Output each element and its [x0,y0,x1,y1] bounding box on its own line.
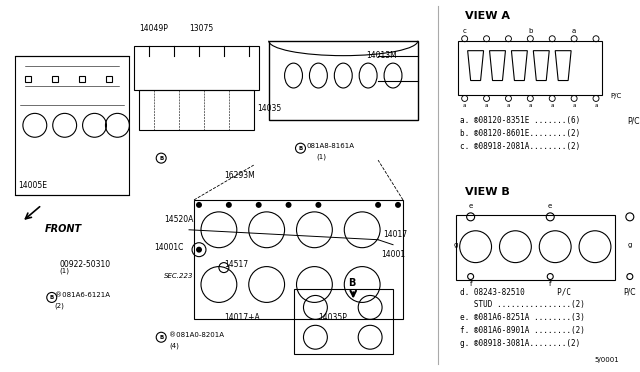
Text: 14035P: 14035P [319,313,348,322]
Text: a: a [550,103,554,108]
Text: f: f [469,282,472,288]
Text: STUD ................(2): STUD ................(2) [460,301,584,310]
Text: 14035: 14035 [257,104,281,113]
Text: 14005E: 14005E [18,180,47,189]
Text: 16293M: 16293M [224,170,255,180]
Text: c. ®08918-2081A........(2): c. ®08918-2081A........(2) [460,142,580,151]
Text: 14049P: 14049P [140,24,168,33]
Text: 14017+A: 14017+A [224,313,260,322]
Text: 14001: 14001 [381,250,405,259]
Text: a: a [529,103,532,108]
Text: a: a [572,103,576,108]
Text: 14001C: 14001C [154,243,184,252]
Text: (1): (1) [316,153,326,160]
Circle shape [375,202,381,208]
Text: d. 08243-82510       P/C: d. 08243-82510 P/C [460,288,571,296]
Bar [456,215,615,279]
Text: c: c [463,28,467,34]
Text: g: g [628,242,632,248]
Text: b. ®08120-8601E........(2): b. ®08120-8601E........(2) [460,129,580,138]
Text: P/C: P/C [627,116,639,125]
Circle shape [285,202,292,208]
Text: 14017: 14017 [383,230,407,239]
Text: FRONT: FRONT [45,224,82,234]
Circle shape [196,247,202,253]
Text: (2): (2) [55,302,65,309]
Text: f. ®081A6-8901A ........(2): f. ®081A6-8901A ........(2) [460,326,584,335]
Text: a. ®08120-8351E .......(6): a. ®08120-8351E .......(6) [460,116,580,125]
Text: (4): (4) [169,342,179,349]
Text: 5/0001: 5/0001 [594,357,619,363]
Bar [458,41,602,96]
Text: (1): (1) [60,267,70,274]
Circle shape [226,202,232,208]
Text: 14517: 14517 [224,260,248,269]
Text: B: B [159,155,163,161]
Text: b: b [528,28,532,34]
Text: a: a [572,28,576,34]
Text: e: e [548,203,552,209]
Text: a: a [485,103,488,108]
Circle shape [196,202,202,208]
Text: f: f [549,282,552,288]
Circle shape [316,202,321,208]
Text: VIEW B: VIEW B [465,187,509,197]
Text: 14520A: 14520A [164,215,193,224]
Bar [106,76,113,81]
Text: 13075: 13075 [189,24,213,33]
Bar [294,289,393,354]
Text: 14013M: 14013M [366,51,397,60]
Text: a: a [507,103,510,108]
Text: B: B [298,146,303,151]
Text: VIEW A: VIEW A [465,11,509,21]
Text: 00922-50310: 00922-50310 [60,260,111,269]
Circle shape [256,202,262,208]
Text: e. ®081A6-8251A ........(3): e. ®081A6-8251A ........(3) [460,313,584,322]
Circle shape [395,202,401,208]
Text: g. ®08918-3081A........(2): g. ®08918-3081A........(2) [460,339,580,348]
Text: P/C: P/C [623,288,636,296]
Text: 081A8-8161A: 081A8-8161A [307,143,355,149]
Text: a: a [595,103,598,108]
Text: B: B [159,335,163,340]
Text: ®081A6-6121A: ®081A6-6121A [55,292,109,298]
Text: g: g [454,242,458,248]
Bar [79,76,84,81]
Text: e: e [468,203,473,209]
Text: B: B [50,295,54,300]
Text: P/C: P/C [610,93,621,99]
Text: a: a [463,103,467,108]
Bar [25,76,31,81]
Text: SEC.223: SEC.223 [164,273,194,279]
Text: B: B [348,279,356,289]
Text: ®081A0-8201A: ®081A0-8201A [169,332,224,338]
Bar [52,76,58,81]
Bar [194,200,403,319]
